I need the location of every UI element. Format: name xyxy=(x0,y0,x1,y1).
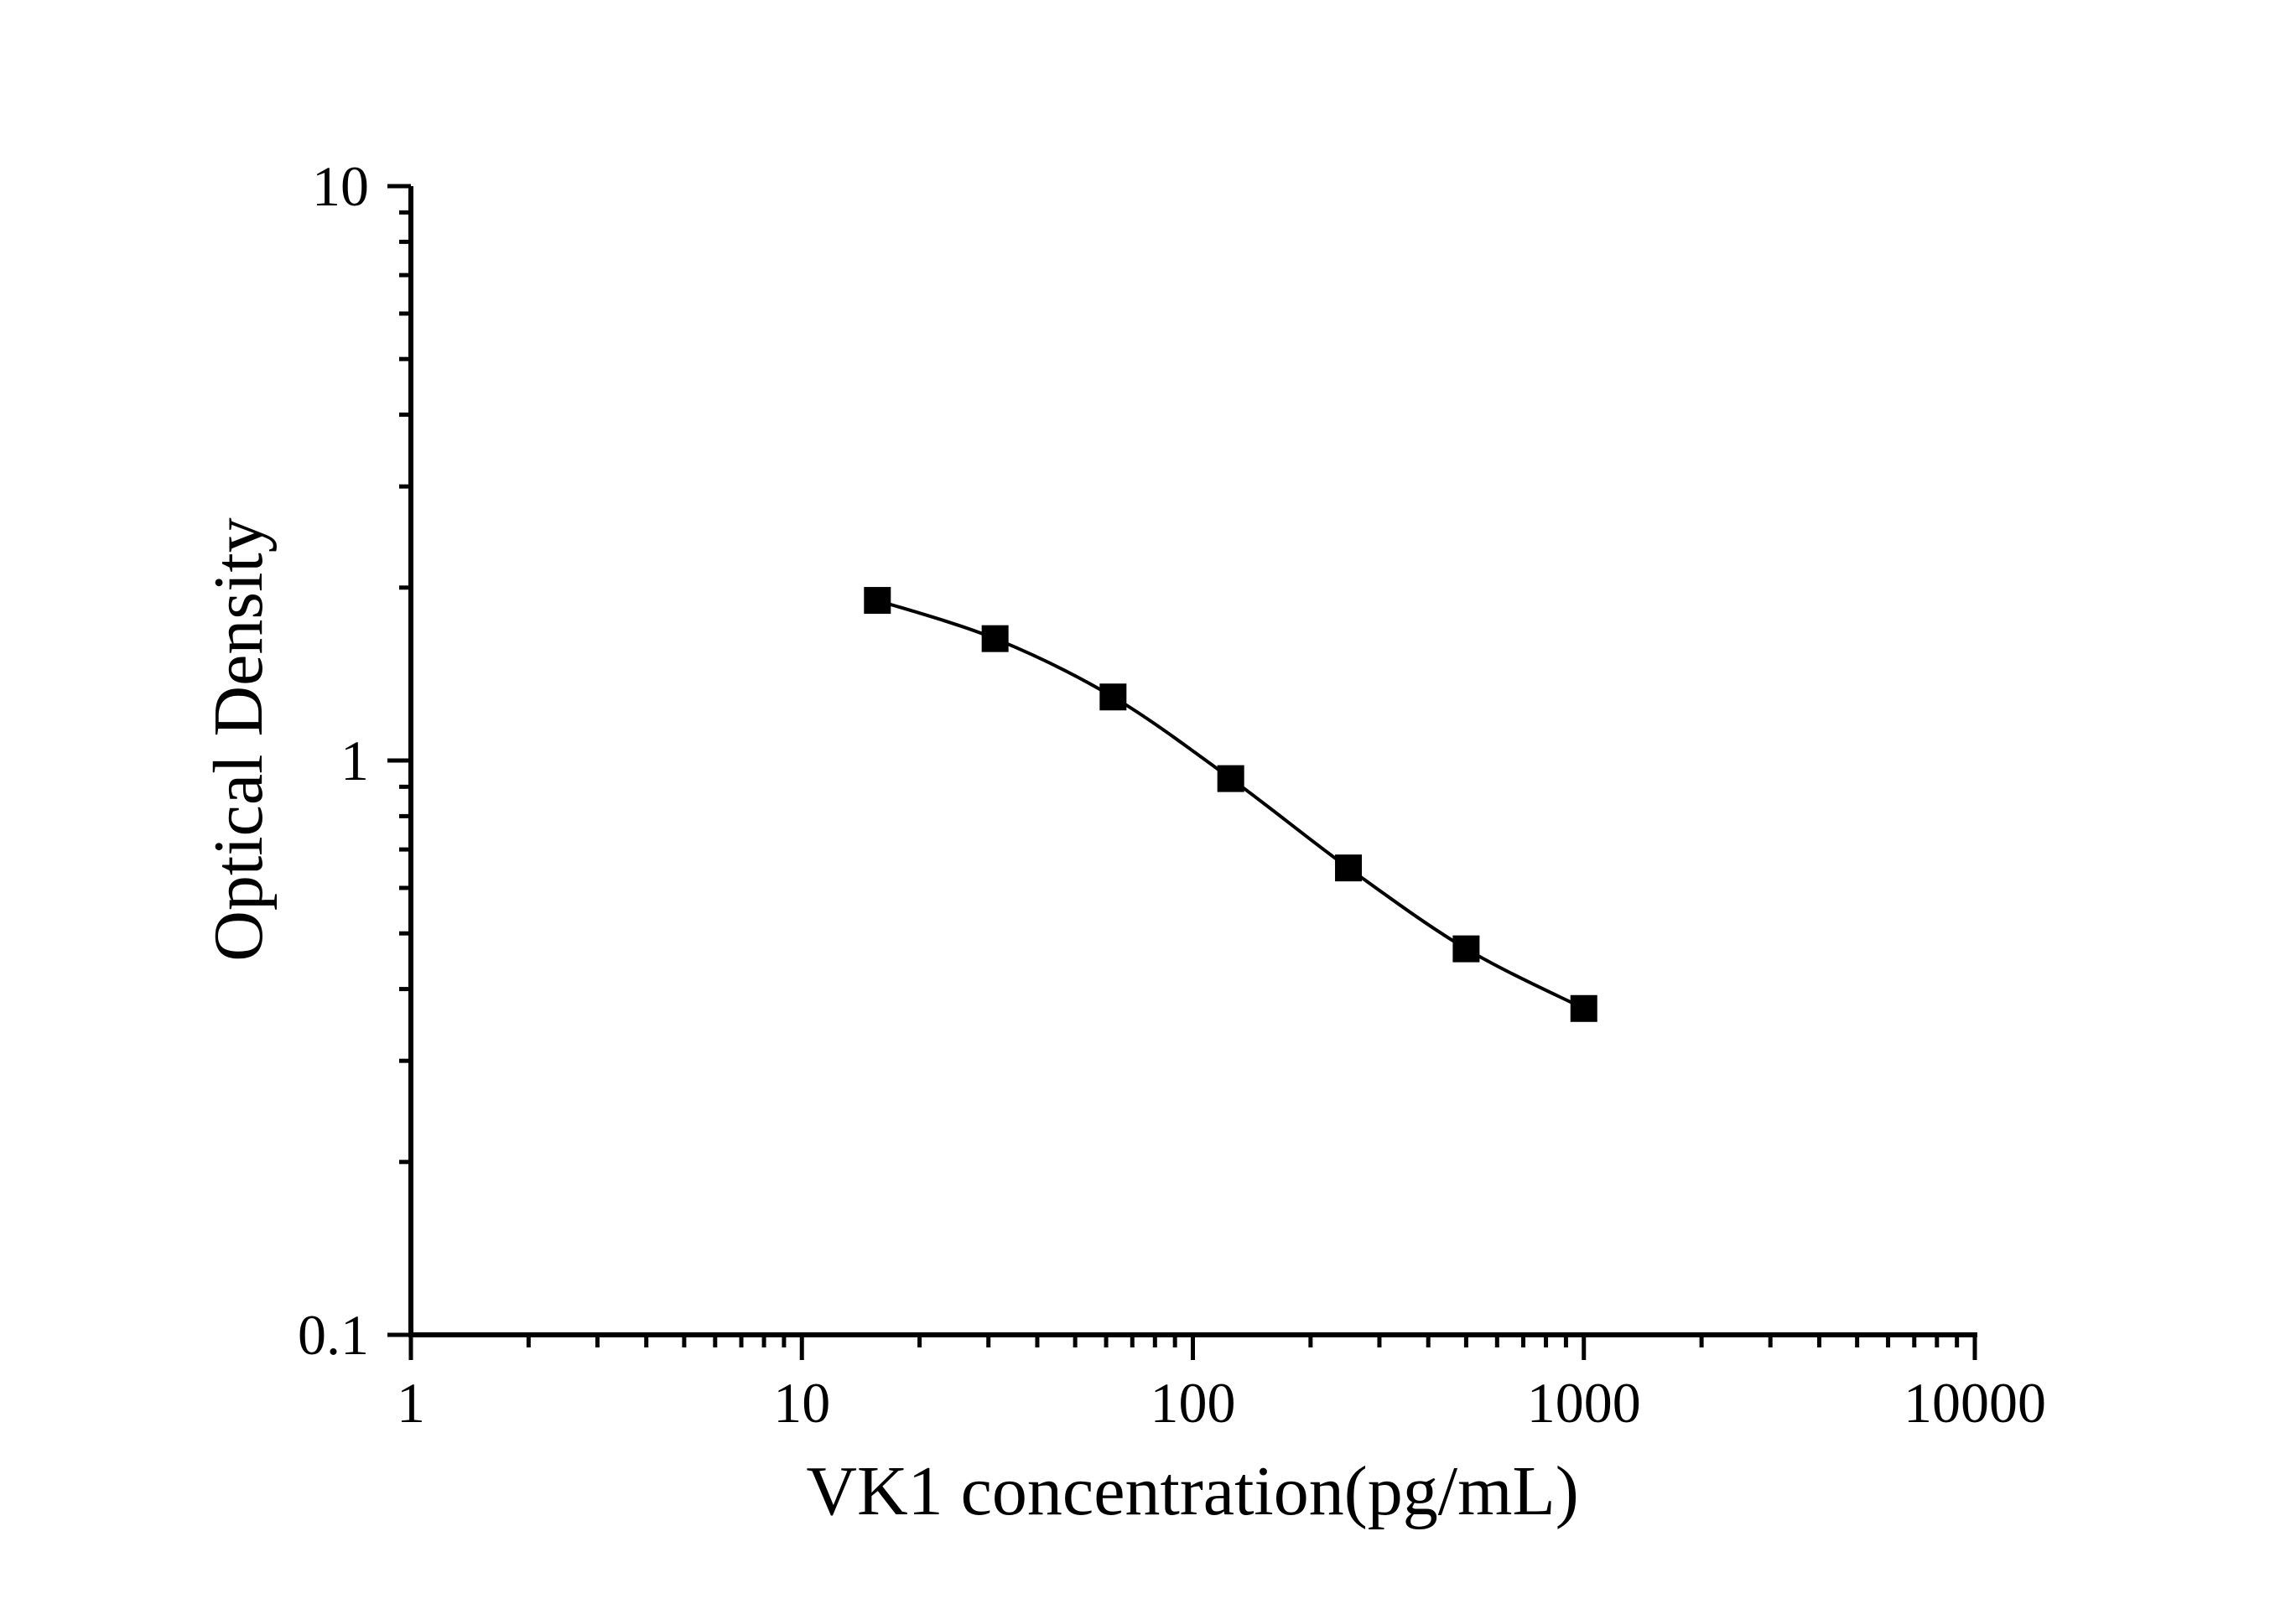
x-tick-label: 10 xyxy=(773,1371,830,1435)
data-point-marker xyxy=(1570,994,1597,1022)
data-point-marker xyxy=(1217,765,1244,792)
x-tick-label: 1 xyxy=(397,1371,425,1435)
data-series xyxy=(864,587,1597,1022)
x-axis-title: VK1 concentration(pg/mL) xyxy=(806,1452,1578,1530)
x-tick-label: 10000 xyxy=(1904,1371,2046,1435)
y-tick-label: 0.1 xyxy=(298,1303,369,1367)
x-tick-label: 100 xyxy=(1151,1371,1236,1435)
data-point-marker xyxy=(864,587,891,615)
tick-marks xyxy=(387,184,1977,1360)
y-tick-label: 1 xyxy=(340,729,369,792)
data-point-marker xyxy=(1452,935,1480,963)
axes xyxy=(408,186,1977,1337)
data-point-marker xyxy=(1335,854,1363,882)
y-tick-label: 10 xyxy=(312,154,369,218)
data-point-marker xyxy=(981,625,1009,652)
x-tick-label: 1000 xyxy=(1527,1371,1641,1435)
tick-labels: 1 10 100 1000 10000 0.1 1 10 xyxy=(298,154,2046,1435)
data-point-marker xyxy=(1099,683,1127,711)
y-axis-title: Optical Density xyxy=(200,517,278,962)
